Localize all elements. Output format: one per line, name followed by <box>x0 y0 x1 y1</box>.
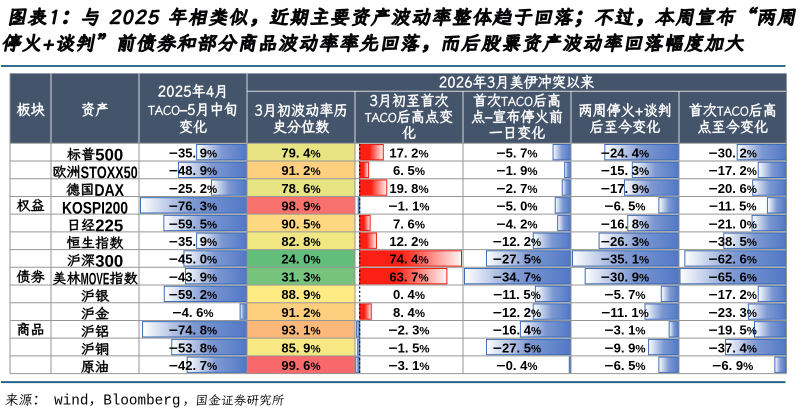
svg-text:−2. 7%: −2. 7% <box>496 181 537 196</box>
svg-text:8. 4%: 8. 4% <box>393 305 425 320</box>
svg-text:−5. 7%: −5. 7% <box>496 145 537 160</box>
svg-text:−11. 1%: −11. 1% <box>601 305 649 320</box>
svg-text:−30. 2%: −30. 2% <box>709 145 757 160</box>
svg-text:−74. 8%: −74. 8% <box>169 323 217 338</box>
svg-text:24. 0%: 24. 0% <box>281 252 320 267</box>
svg-text:−59. 5%: −59. 5% <box>169 216 217 231</box>
svg-text:82. 8%: 82. 8% <box>281 234 320 249</box>
svg-text:−26. 3%: −26. 3% <box>601 234 649 249</box>
svg-text:91. 2%: 91. 2% <box>281 305 320 320</box>
svg-text:−59. 2%: −59. 2% <box>169 287 217 302</box>
svg-text:−20. 6%: −20. 6% <box>709 181 757 196</box>
svg-text:−12. 2%: −12. 2% <box>493 234 541 249</box>
svg-text:−48. 9%: −48. 9% <box>169 163 217 178</box>
svg-text:−6. 5%: −6. 5% <box>604 358 645 373</box>
svg-text:−38. 5%: −38. 5% <box>709 234 757 249</box>
svg-text:−65. 6%: −65. 6% <box>709 269 757 284</box>
svg-text:99. 6%: 99. 6% <box>281 358 320 373</box>
svg-text:−62. 6%: −62. 6% <box>709 252 757 267</box>
svg-text:−11. 5%: −11. 5% <box>709 199 757 214</box>
svg-text:−16. 4%: −16. 4% <box>493 323 541 338</box>
svg-text:−16. 8%: −16. 8% <box>601 216 649 231</box>
svg-text:−0. 4%: −0. 4% <box>496 358 537 373</box>
svg-text:−35. 9%: −35. 9% <box>169 145 217 160</box>
svg-text:−15. 3%: −15. 3% <box>601 163 649 178</box>
svg-text:−1. 1%: −1. 1% <box>388 199 429 214</box>
svg-text:−45. 0%: −45. 0% <box>169 252 217 267</box>
svg-text:90. 5%: 90. 5% <box>281 216 320 231</box>
svg-text:−25. 2%: −25. 2% <box>169 181 217 196</box>
svg-text:78. 6%: 78. 6% <box>281 181 320 196</box>
svg-text:0. 4%: 0. 4% <box>393 287 425 302</box>
svg-text:−11. 5%: −11. 5% <box>493 287 541 302</box>
svg-text:−17. 2%: −17. 2% <box>709 163 757 178</box>
svg-text:−30. 9%: −30. 9% <box>601 269 649 284</box>
svg-text:−21. 0%: −21. 0% <box>709 216 757 231</box>
svg-text:31. 3%: 31. 3% <box>281 269 320 284</box>
svg-text:79. 4%: 79. 4% <box>281 145 320 160</box>
svg-text:98. 9%: 98. 9% <box>281 199 320 214</box>
svg-text:88. 9%: 88. 9% <box>281 287 320 302</box>
svg-text:−3. 1%: −3. 1% <box>388 358 429 373</box>
svg-text:−1. 5%: −1. 5% <box>388 340 429 355</box>
svg-text:Bloomberg: Bloomberg <box>103 394 180 410</box>
svg-text:−6. 9%: −6. 9% <box>712 358 753 373</box>
svg-text:−3. 1%: −3. 1% <box>604 323 645 338</box>
svg-text:6. 5%: 6. 5% <box>393 163 425 178</box>
svg-text:−9. 9%: −9. 9% <box>604 340 645 355</box>
svg-text:−76. 3%: −76. 3% <box>169 199 217 214</box>
svg-text:12. 2%: 12. 2% <box>389 234 428 249</box>
svg-text:−5. 0%: −5. 0% <box>496 199 537 214</box>
svg-text:63. 7%: 63. 7% <box>389 269 428 284</box>
svg-text:85. 9%: 85. 9% <box>281 340 320 355</box>
svg-text:−4. 2%: −4. 2% <box>496 216 537 231</box>
svg-text:74. 4%: 74. 4% <box>389 252 428 267</box>
svg-text:−5. 7%: −5. 7% <box>604 287 645 302</box>
svg-text:−43. 9%: −43. 9% <box>169 269 217 284</box>
svg-text:7. 6%: 7. 6% <box>393 216 425 231</box>
svg-text:−6. 5%: −6. 5% <box>604 199 645 214</box>
svg-text:−27. 5%: −27. 5% <box>493 252 541 267</box>
svg-text:−4. 6%: −4. 6% <box>172 305 213 320</box>
svg-text:93. 1%: 93. 1% <box>281 323 320 338</box>
svg-text:−42. 7%: −42. 7% <box>169 358 217 373</box>
svg-text:−2. 3%: −2. 3% <box>388 323 429 338</box>
svg-text:17. 2%: 17. 2% <box>389 145 428 160</box>
svg-text:−17. 9%: −17. 9% <box>601 181 649 196</box>
svg-text:91. 2%: 91. 2% <box>281 163 320 178</box>
svg-text:−37. 4%: −37. 4% <box>709 340 757 355</box>
svg-text:−23. 3%: −23. 3% <box>709 305 757 320</box>
svg-text:−35. 1%: −35. 1% <box>601 252 649 267</box>
svg-text:−53. 8%: −53. 8% <box>169 340 217 355</box>
svg-text:−17. 2%: −17. 2% <box>709 287 757 302</box>
svg-text:−34. 7%: −34. 7% <box>493 269 541 284</box>
svg-text:−12. 2%: −12. 2% <box>493 305 541 320</box>
svg-text:wind: wind <box>54 394 88 410</box>
svg-text:−19. 5%: −19. 5% <box>709 323 757 338</box>
svg-text:−1. 9%: −1. 9% <box>496 163 537 178</box>
svg-text:−27. 5%: −27. 5% <box>493 340 541 355</box>
svg-text:−35. 9%: −35. 9% <box>169 234 217 249</box>
svg-text:19. 8%: 19. 8% <box>389 181 428 196</box>
svg-text:−24. 4%: −24. 4% <box>601 145 649 160</box>
